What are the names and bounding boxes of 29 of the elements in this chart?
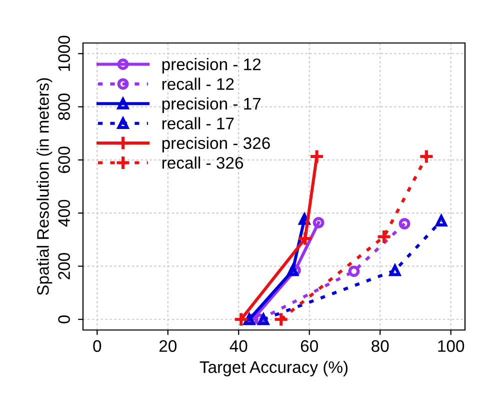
legend-label: recall - 17 xyxy=(162,117,234,130)
y-tick-label: 1000 xyxy=(58,36,70,71)
x-axis-title: Target Accuracy (%) xyxy=(200,360,348,376)
x-tick-label: 100 xyxy=(438,340,464,352)
point xyxy=(312,216,324,228)
y-tick-label: 0 xyxy=(58,315,70,324)
legend-label: precision - 17 xyxy=(162,97,261,113)
point xyxy=(418,148,434,164)
point xyxy=(273,312,289,328)
point xyxy=(297,230,313,246)
point xyxy=(348,266,360,277)
y-tick-label: 800 xyxy=(58,94,70,120)
x-tick-label: 80 xyxy=(372,340,389,352)
x-tick-label: 0 xyxy=(93,340,102,352)
x-tick-label: 40 xyxy=(230,340,248,352)
y-tick-label: 600 xyxy=(58,146,70,173)
legend-label: precision - 326 xyxy=(162,136,270,152)
y-axis-title: Spatial Resolution (in meters) xyxy=(36,78,52,296)
legend-label: precision - 12 xyxy=(162,58,261,74)
legend-label: recall - 12 xyxy=(162,78,234,90)
point xyxy=(398,218,410,230)
legend-label: recall - 326 xyxy=(162,156,244,169)
y-tick-label: 200 xyxy=(58,252,70,280)
point xyxy=(233,312,249,328)
point xyxy=(309,148,325,164)
x-tick-label: 20 xyxy=(159,340,177,352)
x-tick-label: 60 xyxy=(300,340,318,352)
point xyxy=(376,228,392,245)
y-tick-label: 400 xyxy=(58,200,70,227)
